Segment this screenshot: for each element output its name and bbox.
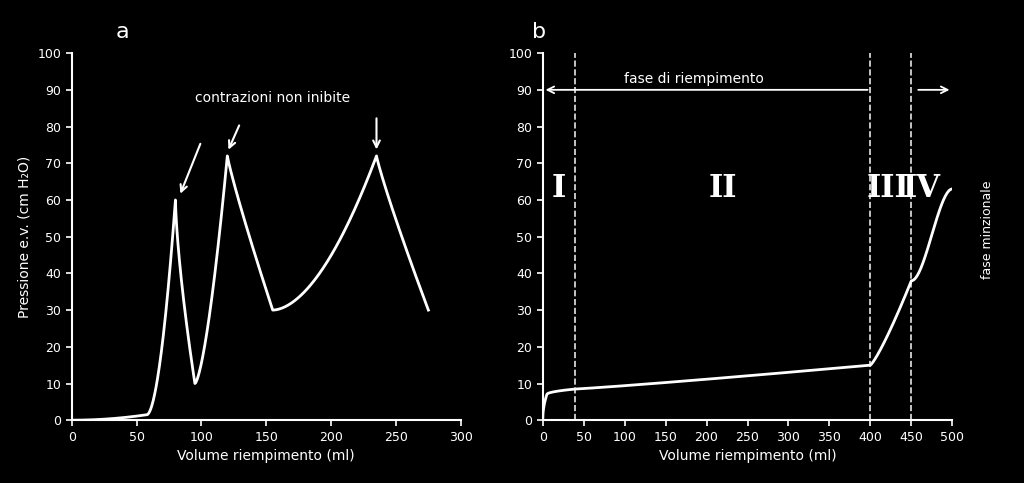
Text: b: b	[531, 22, 546, 42]
Text: IV: IV	[902, 173, 940, 204]
Text: I: I	[552, 173, 566, 204]
X-axis label: Volume riempimento (ml): Volume riempimento (ml)	[658, 449, 837, 463]
Text: fase minzionale: fase minzionale	[981, 180, 994, 279]
Text: contrazioni non inibite: contrazioni non inibite	[196, 90, 350, 104]
Text: III: III	[867, 173, 909, 204]
Text: a: a	[116, 22, 129, 42]
Text: fase di riempimento: fase di riempimento	[625, 72, 764, 86]
Y-axis label: Pressione e.v. (cm H₂O): Pressione e.v. (cm H₂O)	[17, 156, 32, 318]
Text: II: II	[709, 173, 737, 204]
X-axis label: Volume riempimento (ml): Volume riempimento (ml)	[177, 449, 355, 463]
